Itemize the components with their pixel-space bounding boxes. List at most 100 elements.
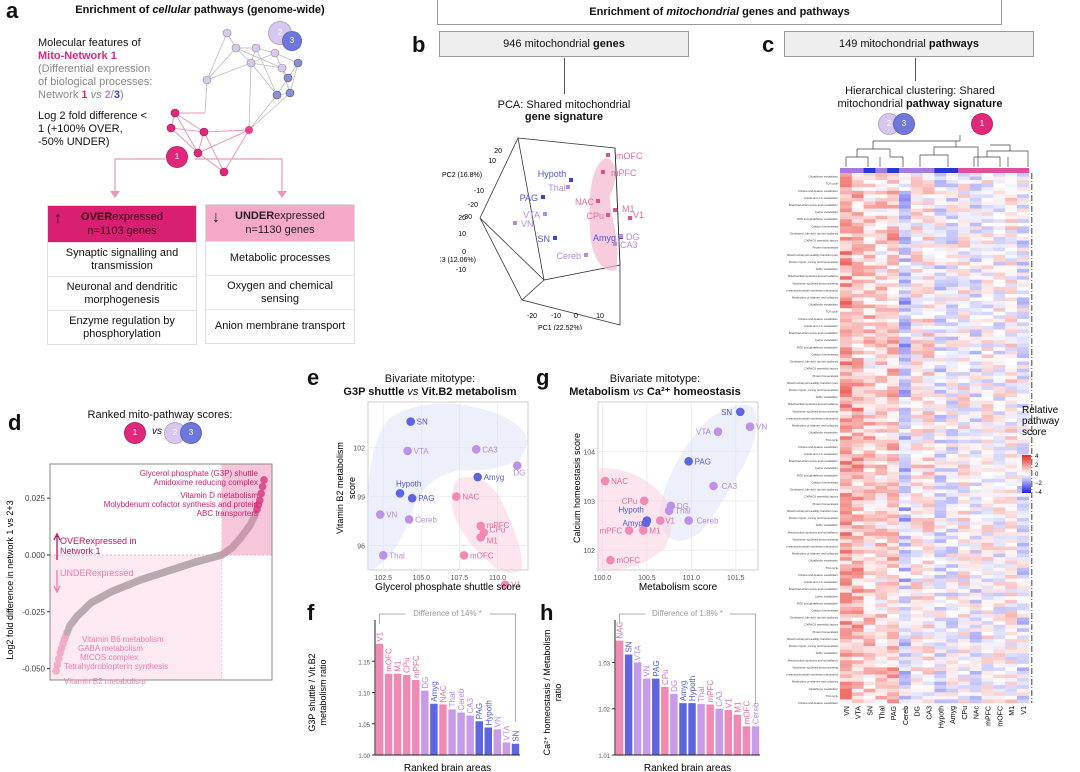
heatmap-cell [863,585,876,590]
heatmap-cell [946,596,959,601]
heatmap-cell [981,244,994,248]
column-network-bar [934,168,947,173]
heatmap-cell [899,450,912,455]
pca-point-CA3 [613,242,617,246]
heatmap-cell [934,461,947,465]
heatmap-cell [922,290,935,295]
heatmap-cell [840,297,853,302]
pca-point-M1 [613,208,617,212]
heatmap-cell [1005,464,1018,469]
row-label: Mitochondrial dynamics and surveillance [788,658,839,662]
bar-label: VN [643,665,652,676]
heatmap-cell [1017,400,1030,405]
bar-mOFC [384,673,393,755]
over-label: OVERexpressed in [60,536,137,546]
heatmap-cell [958,187,971,192]
heatmap-cell [993,685,1006,690]
heatmap-cell [875,475,888,480]
heatmap-cell [887,283,900,288]
heatmap-cell [863,478,876,483]
heatmap-cell [946,585,959,590]
heatmap-cell [875,336,888,341]
heatmap-cell [840,208,853,213]
heatmap-cell [899,678,912,682]
heatmap-cell [981,457,994,462]
heatmap-cell [851,564,864,569]
heatmap-cell [993,240,1006,245]
heatmap-cell [851,283,864,288]
heatmap-cell [969,201,982,206]
heatmap-cell [851,180,864,184]
heatmap-cell [910,265,923,270]
heatmap-cell [922,379,935,384]
heatmap-cell [993,389,1006,394]
bar-V1 [375,643,384,755]
heatmap-cell [1017,685,1030,690]
heatmap-cell [887,187,900,192]
heatmap-cell [993,688,1006,693]
heatmap-cell [981,361,994,366]
heatmap-cell [851,518,864,522]
heatmap-cell [922,493,935,497]
heatmap-cell [969,596,982,601]
heatmap-cell [946,553,959,558]
heatmap-cell [875,304,888,309]
under-title: UNDERexpressed [206,209,354,223]
heatmap-cell [934,336,947,341]
heatmap-cell [993,187,1006,192]
pc3-tick: -10 [456,267,466,274]
heatmap-cell [851,592,864,597]
heatmap-cell [946,389,959,394]
heatmap-cell [899,596,912,601]
heatmap-cell [875,418,888,423]
heatmap-cell [934,379,947,384]
heatmap-cell [993,571,1006,576]
heatmap-cell [899,386,912,391]
heatmap-cell [1005,382,1018,387]
point-label: VN [386,511,397,520]
heatmap-cell [1005,493,1018,497]
heatmap-cell [863,208,876,213]
heatmap-cell [851,635,864,640]
heatmap-cell [899,215,912,220]
bar-Hypoth [688,703,696,755]
heatmap-cell [981,318,994,323]
heatmap-cell [887,436,900,441]
heatmap-cell [922,656,935,661]
heatmap-cell [875,251,888,256]
heatmap-cell [840,293,853,298]
heatmap-cell [946,674,959,679]
heatmap-cell [981,535,994,540]
heatmap-cell [887,361,900,366]
heatmap-cell [851,670,864,675]
heatmap-cell [840,240,853,245]
heatmap-cell [969,535,982,540]
heatmap-cell [981,628,994,633]
heatmap-cell [863,397,876,401]
heatmap-cell [899,329,912,334]
heatmap-cell [969,429,982,433]
heatmap-cell [875,276,888,281]
x-tick-label: 102.5 [374,575,392,582]
heatmap-cell [840,226,853,231]
heatmap-cell [934,436,947,441]
heatmap-cell [851,372,864,377]
heatmap-cell [969,592,982,597]
heatmap-cell [840,507,853,512]
heatmap-cell [958,614,971,618]
heatmap-cell [899,397,912,401]
heatmap-cell [863,212,876,216]
pca-label: NAC [575,197,595,207]
heatmap-cell [875,439,888,444]
heatmap-cell [851,560,864,565]
point-label: V1 [665,517,675,526]
heatmap-cell [875,542,888,547]
heatmap-cell [958,656,971,661]
heatmap-cell [863,222,876,227]
heatmap-cell [981,333,994,337]
heatmap-cell [934,276,947,281]
row-label: Folate and 1-C metabolism [804,580,838,584]
heatmap-cell [910,482,923,487]
row-label: Sulfur metabolism [816,523,839,527]
row-label: Glutathione metabolism [809,559,839,563]
